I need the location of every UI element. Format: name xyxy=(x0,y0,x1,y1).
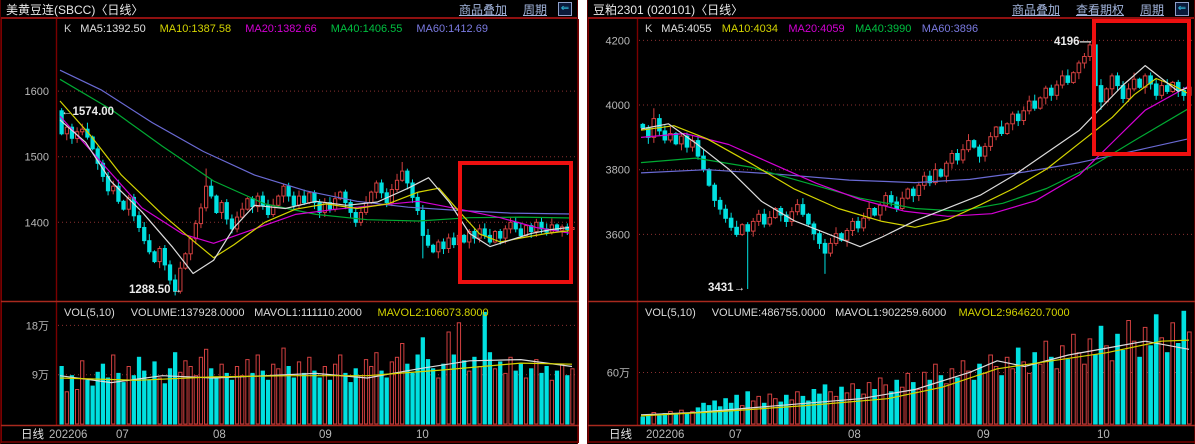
vol-ma-lines xyxy=(640,339,1190,417)
ma-lines xyxy=(640,64,1190,248)
svg-text:1288.50→: 1288.50→ xyxy=(129,284,182,296)
svg-text:4196—: 4196— xyxy=(1054,36,1092,48)
vol-ma-lines xyxy=(59,359,573,384)
ma-lines xyxy=(59,69,573,275)
svg-text:VOLUME:137928.0000: VOLUME:137928.0000 xyxy=(131,307,245,319)
svg-text:4000: 4000 xyxy=(606,100,630,112)
annotations: 4196— 3431→ xyxy=(708,36,1092,294)
svg-text:9万: 9万 xyxy=(32,370,49,382)
svg-text:09: 09 xyxy=(977,429,990,441)
svg-text:10: 10 xyxy=(416,429,429,441)
header-links: 商品叠加 查看期权 周期 xyxy=(996,1,1164,18)
svg-text:日线: 日线 xyxy=(609,427,632,441)
indicator-readout: K MA5:1392.50 MA10:1387.58 MA20:1382.66 MA40… xyxy=(64,23,488,35)
volume-readout: VOL(5,10) VOLUME:486755.0000 MAVOL1:902259… xyxy=(645,307,1070,319)
svg-text:MA10:1387.58: MA10:1387.58 xyxy=(160,23,232,35)
highlight-box xyxy=(1092,19,1191,156)
panel-header: 美黄豆连(SBCC)〈日线〉 商品叠加 周期 ⇐ xyxy=(1,0,577,19)
svg-text:←1574.00: ←1574.00 xyxy=(61,106,114,118)
svg-text:1500: 1500 xyxy=(25,152,49,164)
grid xyxy=(639,39,1193,374)
svg-text:MA5:4055: MA5:4055 xyxy=(661,23,711,35)
header-link[interactable]: 商品叠加 xyxy=(1011,2,1060,17)
header-links: 商品叠加 周期 xyxy=(443,1,547,18)
svg-text:1600: 1600 xyxy=(25,86,49,98)
indicator-readout: K MA5:4055 MA10:4034 MA20:4059 MA40:3990 MA60… xyxy=(645,23,978,35)
header-link[interactable]: 查看期权 xyxy=(1075,2,1124,17)
svg-text:1400: 1400 xyxy=(25,217,49,229)
back-arrow-icon[interactable]: ⇐ xyxy=(1175,2,1189,16)
volume-bars xyxy=(59,311,575,425)
svg-text:09: 09 xyxy=(319,429,332,441)
svg-text:MAVOL2:106073.8000: MAVOL2:106073.8000 xyxy=(378,307,489,319)
svg-text:60万: 60万 xyxy=(607,368,630,380)
svg-text:202206: 202206 xyxy=(49,429,87,441)
svg-text:MA10:4034: MA10:4034 xyxy=(722,23,778,35)
svg-text:MA60:3896: MA60:3896 xyxy=(922,23,978,35)
svg-text:4200: 4200 xyxy=(606,35,630,47)
panel-header: 豆粕2301 (020101)〈日线〉 商品叠加 查看期权 周期 ⇐ xyxy=(588,0,1194,19)
volume-bars xyxy=(640,310,1192,425)
svg-text:MAVOL1:111110.2000: MAVOL1:111110.2000 xyxy=(254,307,362,319)
svg-text:3800: 3800 xyxy=(606,165,630,177)
svg-text:日线: 日线 xyxy=(21,427,44,441)
chart-panel-left: 美黄豆连(SBCC)〈日线〉 商品叠加 周期 ⇐ 1600 1500 1400 18万 9… xyxy=(0,0,579,444)
svg-text:07: 07 xyxy=(729,429,742,441)
svg-text:K: K xyxy=(645,23,653,35)
panel-divider xyxy=(578,0,587,444)
svg-text:08: 08 xyxy=(848,429,861,441)
chart-canvas[interactable]: 1600 1500 1400 18万 9万 K MA5:1392.50 MA10:1387.5… xyxy=(1,19,579,443)
svg-text:VOLUME:486755.0000: VOLUME:486755.0000 xyxy=(712,307,826,319)
svg-text:MAVOL2:964620.7000: MAVOL2:964620.7000 xyxy=(959,307,1070,319)
x-axis-labels: 日线 202206 07 08 09 10 xyxy=(21,427,429,441)
svg-text:202206: 202206 xyxy=(646,429,684,441)
svg-text:08: 08 xyxy=(213,429,226,441)
panel-title: 豆粕2301 (020101)〈日线〉 xyxy=(593,2,744,17)
panel-title: 美黄豆连(SBCC)〈日线〉 xyxy=(6,2,144,17)
svg-text:07: 07 xyxy=(116,429,129,441)
svg-text:3600: 3600 xyxy=(606,229,630,241)
y-axis-labels: 1600 1500 1400 18万 9万 xyxy=(25,86,49,382)
chart-frame xyxy=(1,19,579,443)
svg-text:MA5:1392.50: MA5:1392.50 xyxy=(80,23,145,35)
svg-text:VOL(5,10): VOL(5,10) xyxy=(645,307,696,319)
chart-canvas[interactable]: 4200 4000 3800 3600 60万 K MA5:4055 MA10:4034 MA2… xyxy=(588,19,1195,443)
svg-text:MAVOL1:902259.6000: MAVOL1:902259.6000 xyxy=(835,307,946,319)
svg-text:MA60:1412.69: MA60:1412.69 xyxy=(416,23,488,35)
svg-text:3431→: 3431→ xyxy=(708,282,745,294)
svg-text:VOL(5,10): VOL(5,10) xyxy=(64,307,115,319)
svg-text:10: 10 xyxy=(1097,429,1110,441)
y-axis-labels: 4200 4000 3800 3600 60万 xyxy=(606,35,630,379)
svg-text:MA20:1382.66: MA20:1382.66 xyxy=(245,23,317,35)
header-link[interactable]: 商品叠加 xyxy=(458,2,507,17)
highlight-box xyxy=(458,161,573,284)
svg-text:MA20:4059: MA20:4059 xyxy=(788,23,844,35)
chart-panel-right: 豆粕2301 (020101)〈日线〉 商品叠加 查看期权 周期 ⇐ 4200 400… xyxy=(587,0,1195,444)
svg-text:MA40:1406.55: MA40:1406.55 xyxy=(331,23,403,35)
svg-text:K: K xyxy=(64,23,72,35)
chart-frame xyxy=(588,19,1195,443)
svg-text:18万: 18万 xyxy=(26,320,49,332)
x-axis-labels: 日线 202206 07 08 09 10 xyxy=(609,427,1110,441)
header-link[interactable]: 周期 xyxy=(1139,2,1164,17)
header-link[interactable]: 周期 xyxy=(522,2,547,17)
back-arrow-icon[interactable]: ⇐ xyxy=(558,2,572,16)
annotations: ←1574.00 1288.50→ xyxy=(61,106,182,296)
svg-text:MA40:3990: MA40:3990 xyxy=(855,23,911,35)
volume-readout: VOL(5,10) VOLUME:137928.0000 MAVOL1:111110… xyxy=(64,307,489,319)
